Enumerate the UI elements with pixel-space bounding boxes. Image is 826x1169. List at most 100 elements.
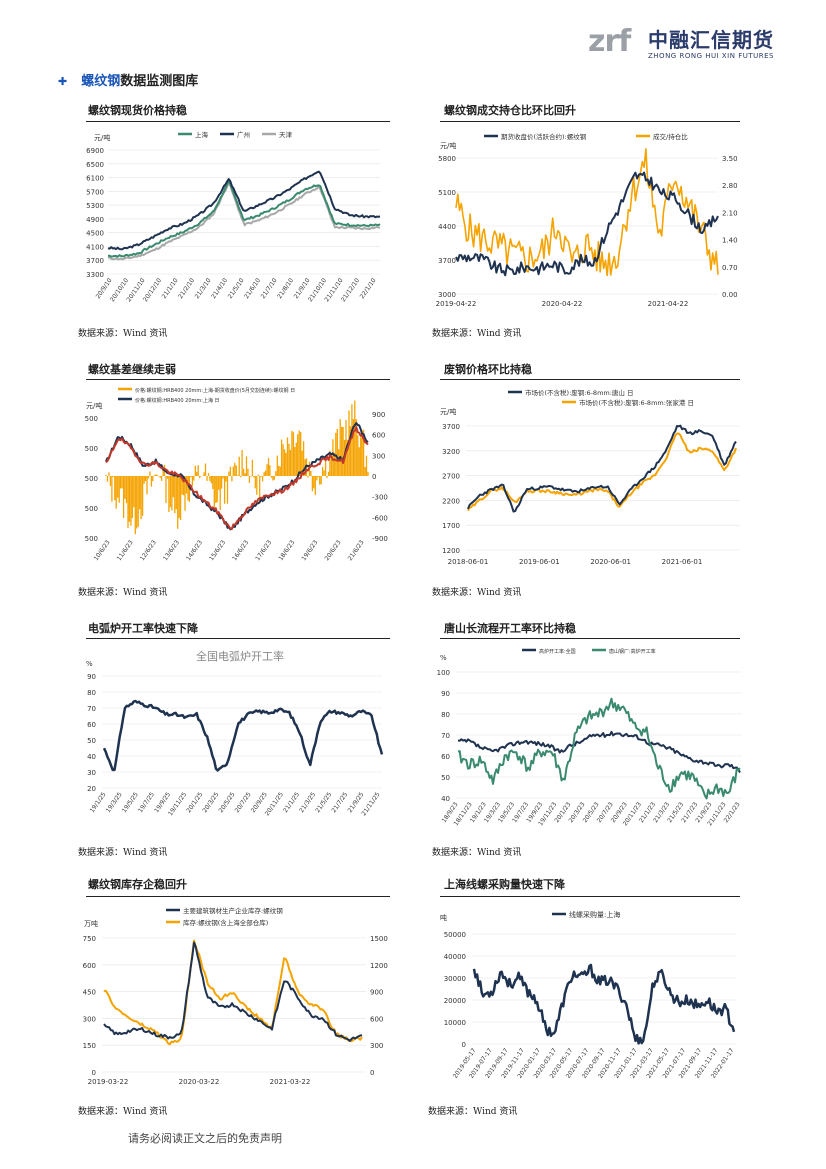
- title-rule: [440, 638, 740, 639]
- chart-basis: 价格:螺纹钢:HRB400 20mm:上海-期货收盘价(5月交割连续):螺纹钢 …: [84, 387, 388, 562]
- legend-item-futures-close: 期货收盘价(活跃合约):螺纹钢: [501, 132, 587, 141]
- chart-title-4: 废钢价格环比持稳: [444, 363, 532, 376]
- x-tick: 12/6/23: [139, 539, 158, 562]
- source-note: 数据来源：Wind 资讯: [78, 329, 168, 339]
- source-note: 数据来源：Wind 资讯: [78, 848, 168, 858]
- source-note: 数据来源：Wind 资讯: [432, 329, 522, 339]
- y-tick-right: 300: [372, 452, 385, 460]
- y-tick: 3700: [86, 257, 104, 265]
- y-tick: 5700: [86, 188, 104, 196]
- x-tick: 19/6/23: [300, 539, 319, 562]
- y-tick: 100: [437, 669, 450, 677]
- series-line-producer-stock: [103, 941, 363, 1042]
- chart-title-7: 螺纹钢库存企稳回升: [88, 878, 187, 891]
- x-tick: 11/6/23: [116, 539, 135, 562]
- x-tick: 2020-04-22: [542, 300, 583, 308]
- x-tick: 20/6/23: [324, 539, 343, 562]
- y-tick-right: -300: [372, 494, 388, 502]
- series-line-zhangjiagang: [467, 432, 737, 512]
- legend-item-social-stock: 库存:螺纹钢(含上海全部仓库): [183, 918, 268, 927]
- y-tick-right: 600: [372, 432, 385, 440]
- x-tick: 13/6/23: [162, 539, 181, 562]
- disclaimer-footer: 请务必阅读正文之后的免责声明: [128, 1132, 282, 1145]
- y-tick: 4900: [86, 216, 104, 224]
- y-unit-label: 吨: [440, 913, 447, 922]
- legend-item-shanghai: 上海: [195, 130, 209, 139]
- y-tick-left: 5500: [84, 415, 98, 423]
- series-line-futures-price: [105, 426, 369, 530]
- source-note: 数据来源：Wind 资讯: [428, 1107, 518, 1117]
- y-tick: 2700: [442, 473, 460, 481]
- series-line-futures-close: [455, 171, 719, 277]
- legend-item-producer-stock: 主要建筑钢材生产企业库存:螺纹钢: [183, 906, 283, 915]
- legend-item-volume-oi-ratio: 成交/持仓比: [653, 132, 688, 141]
- series-line-tianjin: [107, 182, 381, 261]
- inner-chart-title: 全国电弧炉开工率: [196, 649, 284, 663]
- y-unit-label: 元/吨: [86, 401, 102, 410]
- y-tick: 2200: [442, 497, 460, 505]
- source-note: 数据来源：Wind 资讯: [432, 588, 522, 598]
- y-tick-left: 600: [83, 962, 96, 970]
- y-tick: 5300: [86, 202, 104, 210]
- y-tick-right: 600: [370, 1015, 383, 1023]
- y-tick: 1700: [442, 522, 460, 530]
- y-tick-right: 0.00: [722, 291, 738, 299]
- y-tick: 10000: [444, 1019, 466, 1027]
- y-tick: 6500: [86, 161, 104, 169]
- logo-english-name: ZHONG RONG HUI XIN FUTURES: [648, 52, 774, 60]
- y-tick-right: 900: [370, 989, 383, 997]
- logo-mark: zrf: [588, 24, 631, 59]
- series-line-purchase: [472, 963, 736, 1045]
- plus-arrow-icon: ✚: [58, 75, 68, 88]
- y-tick-left: 750: [83, 935, 96, 943]
- chart-title-1: 螺纹钢现货价格持稳: [88, 104, 187, 117]
- series-line-tangshan: [467, 424, 737, 513]
- chart-shanghai-purchase: 线螺采购量:上海吨500004000030000200001000002019-…: [440, 910, 736, 1080]
- y-tick: 4100: [86, 243, 104, 251]
- y-tick-right: -900: [372, 535, 388, 543]
- chart-title-2: 螺纹钢成交持仓比环比回升: [444, 104, 576, 117]
- chart-volume-oi-ratio: 元/吨 期货收盘价(活跃合约):螺纹钢 成交/持仓比 5800 5100 4400 3700…: [436, 132, 738, 308]
- series-line-guangzhou: [107, 170, 381, 251]
- y-tick: 60: [441, 753, 450, 761]
- y-tick-left: 4400: [438, 223, 456, 231]
- y-tick: 90: [441, 690, 450, 698]
- y-tick: 90: [87, 673, 96, 681]
- y-tick-left: 3500: [84, 475, 98, 483]
- title-rule: [440, 121, 740, 122]
- y-tick-right: 2.10: [722, 209, 738, 217]
- series-line-eaf: [102, 699, 384, 772]
- y-tick: 50000: [444, 931, 466, 939]
- x-tick: 2020-03-22: [179, 1078, 220, 1086]
- y-tick: 30000: [444, 975, 466, 983]
- y-tick: 6900: [86, 147, 104, 155]
- y-unit-label: %: [86, 660, 93, 668]
- x-tick: 2018-06-01: [448, 558, 489, 566]
- x-tick: 21/6/23: [347, 539, 366, 562]
- y-tick: 20000: [444, 997, 466, 1005]
- y-tick-right: 900: [372, 411, 385, 419]
- logo-chinese-name: 中融汇信期货: [648, 28, 774, 52]
- x-tick: 2021-04-22: [648, 300, 689, 308]
- chart-title-6: 唐山长流程开工率环比持稳: [444, 622, 576, 635]
- y-tick-left: 5100: [438, 189, 456, 197]
- y-tick: 50: [441, 774, 450, 782]
- legend-item-tangshan: 市场价(不含税):废钢:6-8mm:唐山 日: [525, 388, 634, 397]
- legend-item-zhangjiagang: 市场价(不含税):废钢:6-8mm:张家港 日: [579, 398, 694, 407]
- legend-item-basis: 价格:螺纹钢:HRB400 20mm:上海-期货收盘价(5月交割连续):螺纹钢 …: [135, 387, 295, 394]
- y-unit-label: 元/吨: [94, 133, 110, 142]
- y-tick-right: 1.40: [722, 237, 738, 245]
- title-rule: [440, 896, 740, 897]
- series-bars-basis: [105, 400, 369, 535]
- y-tick-right: 0.70: [722, 264, 738, 272]
- series-line-volume-oi-ratio: [455, 148, 719, 277]
- y-unit-label: 元/吨: [440, 407, 456, 416]
- y-tick: 40: [87, 753, 96, 761]
- y-tick: 1200: [442, 547, 460, 555]
- chart-title-8: 上海线螺采购量快速下降: [444, 878, 565, 891]
- y-tick: 50: [87, 737, 96, 745]
- chart-scrap-price: 市场价(不含税):废钢:6-8mm:唐山 日市场价(不含税):废钢:6-8mm:…: [440, 388, 740, 566]
- legend-item-spot-shanghai: 价格:螺纹钢:HRB400 20mm:上海 日: [135, 397, 220, 404]
- x-tick: 17/6/23: [254, 539, 273, 562]
- y-tick: 0: [462, 1041, 466, 1049]
